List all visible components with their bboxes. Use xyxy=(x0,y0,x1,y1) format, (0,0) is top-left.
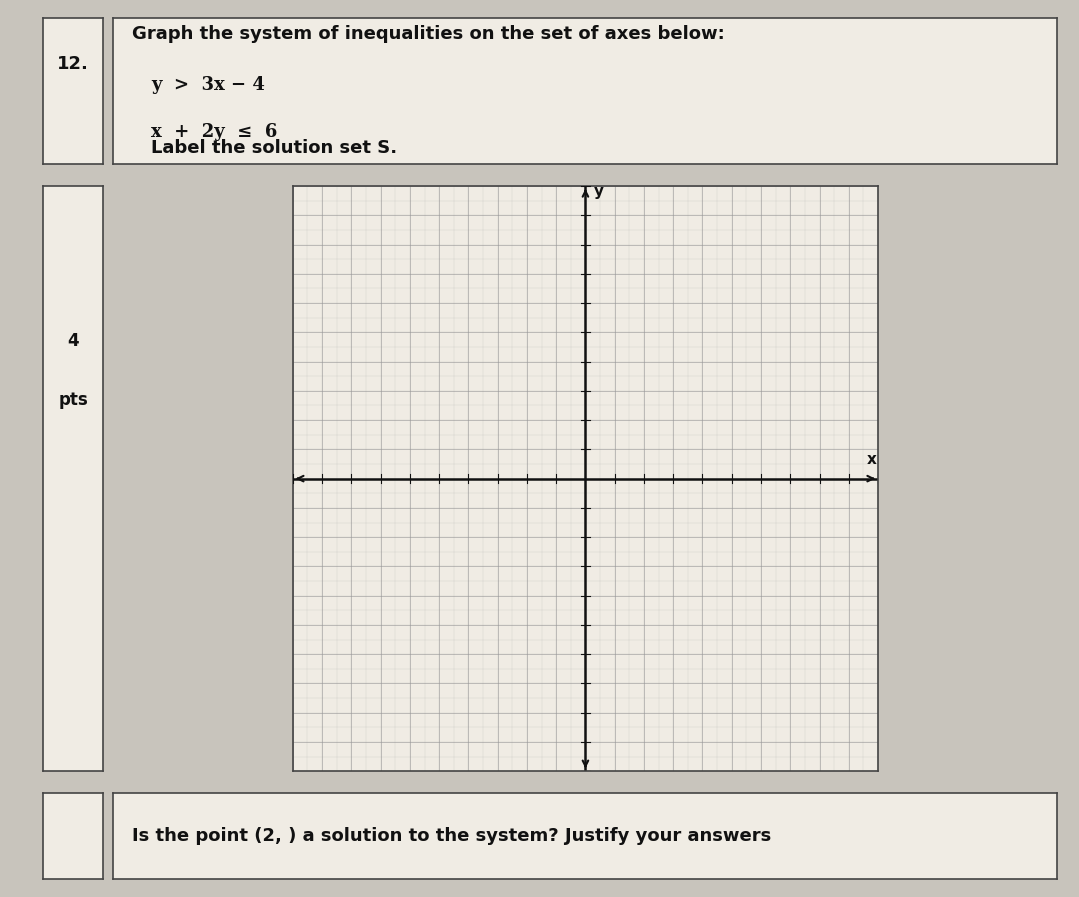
Text: x: x xyxy=(868,452,877,467)
Text: Is the point (2, ) a solution to the system? Justify your answers: Is the point (2, ) a solution to the sys… xyxy=(133,827,771,845)
Text: Graph the system of inequalities on the set of axes below:: Graph the system of inequalities on the … xyxy=(133,25,725,43)
Text: 12.: 12. xyxy=(57,55,90,73)
Text: y  >  3x − 4: y > 3x − 4 xyxy=(151,76,265,94)
Text: x  +  2y  ≤  6: x + 2y ≤ 6 xyxy=(151,123,277,141)
Text: pts: pts xyxy=(58,391,88,409)
Text: Label the solution set S.: Label the solution set S. xyxy=(151,139,397,157)
Text: y: y xyxy=(595,185,604,199)
Text: 4: 4 xyxy=(68,332,79,351)
